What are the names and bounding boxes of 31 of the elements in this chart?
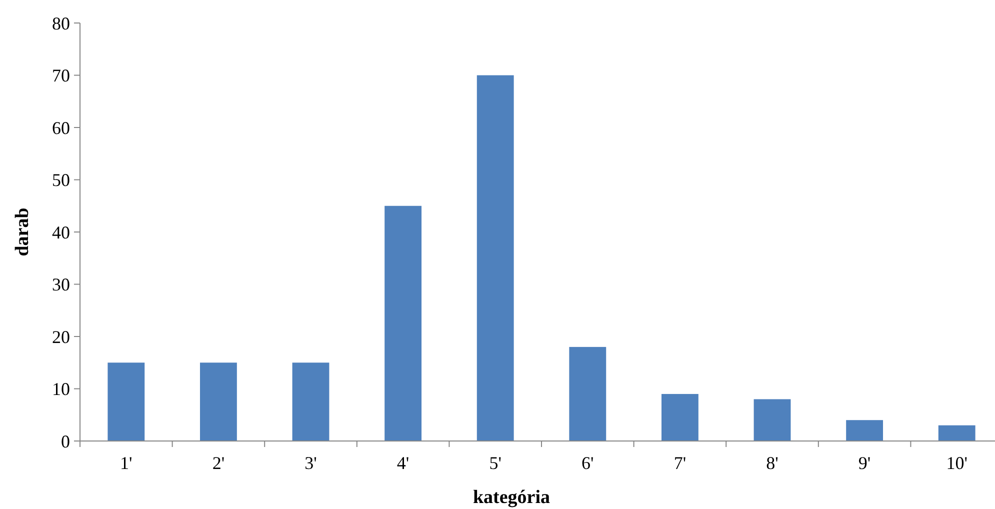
x-tick-label: 7'	[674, 453, 686, 473]
x-tick-label: 8'	[766, 453, 778, 473]
y-axis-title: darab	[12, 208, 33, 256]
y-tick-label: 50	[52, 170, 70, 190]
y-tick-label: 40	[52, 222, 70, 242]
x-tick-label: 4'	[396, 453, 410, 473]
x-tick-label: 6'	[582, 453, 594, 473]
y-tick-label: 80	[52, 13, 70, 34]
bar	[292, 362, 330, 441]
x-tick-label: 3'	[304, 453, 317, 473]
x-tick-label: 2'	[212, 453, 225, 473]
y-tick-label: 60	[52, 118, 70, 138]
y-tick-label: 10	[52, 379, 70, 400]
bar	[200, 362, 237, 441]
bar	[754, 399, 791, 441]
bar	[846, 420, 884, 441]
bar	[938, 425, 976, 441]
x-tick-label: 9'	[858, 453, 871, 473]
y-tick-label: 0	[61, 431, 70, 452]
y-tick-label: 70	[52, 66, 70, 86]
bar	[476, 75, 514, 441]
y-tick-label: 30	[52, 274, 70, 295]
bar	[108, 362, 145, 441]
x-tick-label: 10'	[946, 453, 968, 473]
bar	[569, 346, 606, 441]
bar	[661, 394, 698, 441]
x-axis-title: kategória	[472, 487, 551, 508]
y-tick-label: 20	[52, 326, 70, 347]
x-tick-label: 1'	[120, 453, 132, 473]
bar	[384, 206, 422, 441]
x-tick-label: 5'	[489, 453, 502, 473]
